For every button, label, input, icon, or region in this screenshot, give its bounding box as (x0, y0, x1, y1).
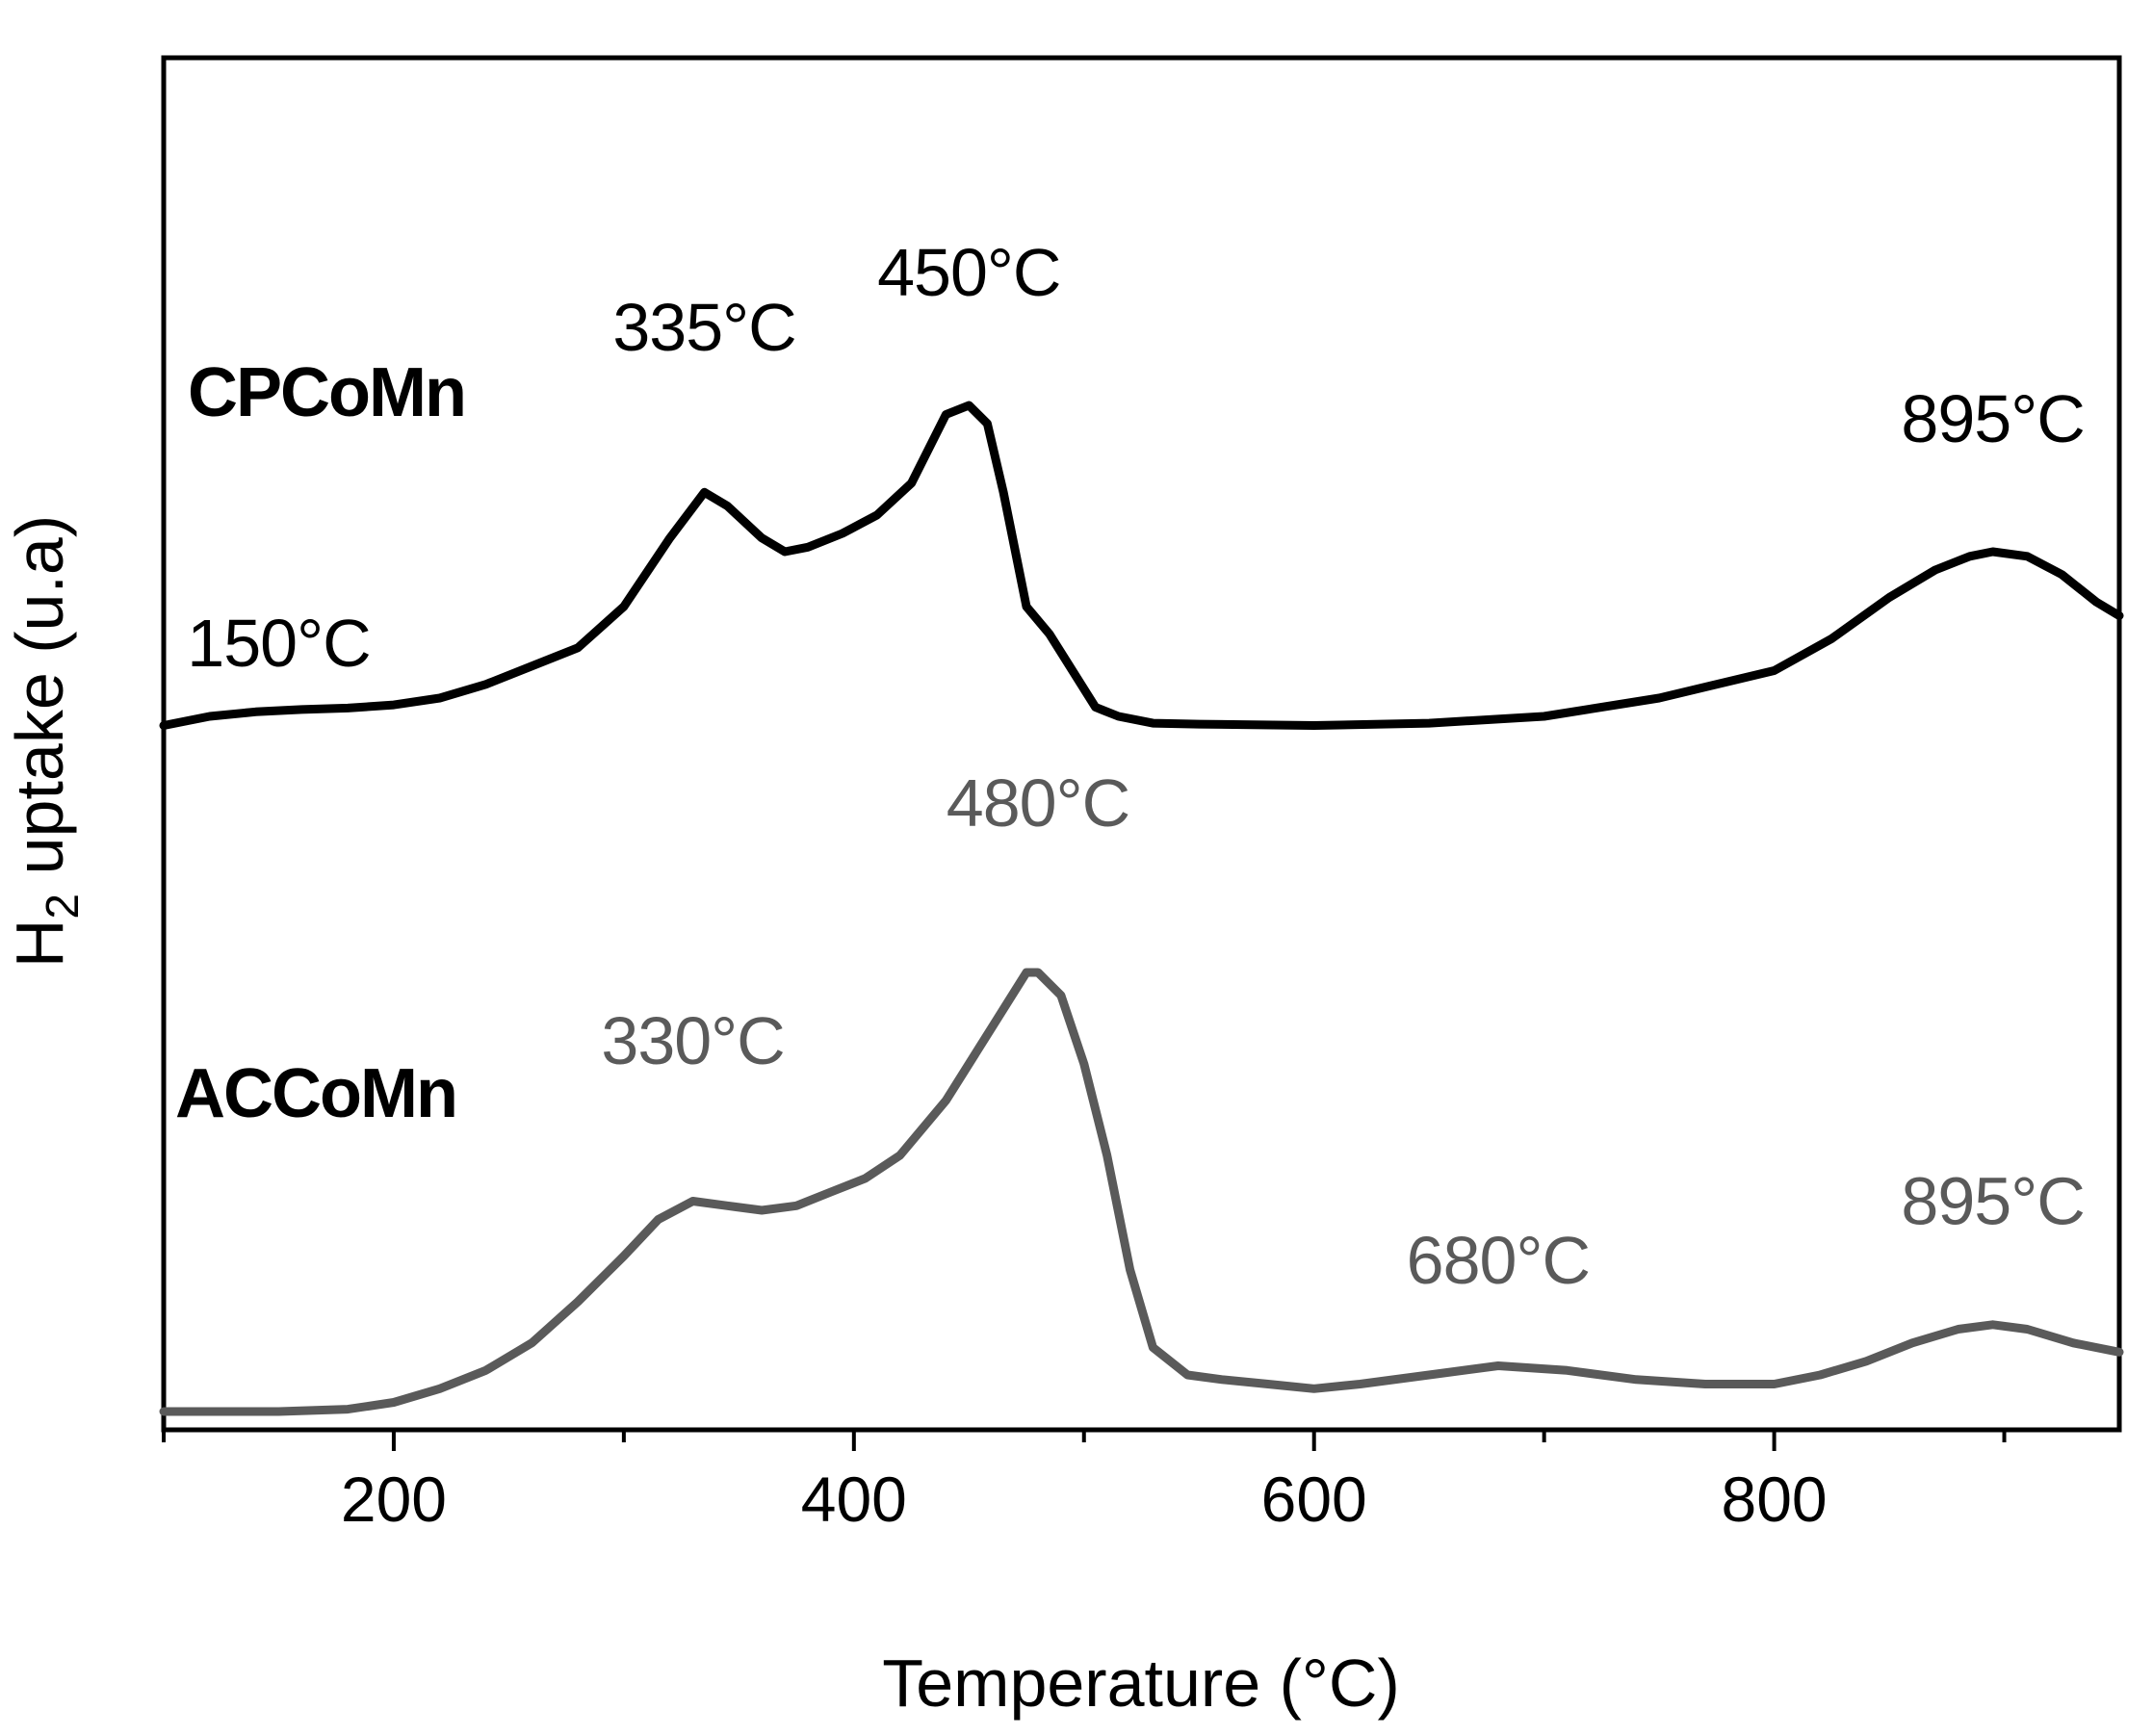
peak-annotation: 680°C (1407, 1223, 1590, 1298)
annotation-layer: 150°C 335°C 450°C 895°C 480°C 330°C 680°C 895°C (187, 235, 2085, 1298)
peak-annotation: 895°C (1901, 381, 2084, 456)
y-axis-label-sub: 2 (38, 894, 89, 920)
x-tick-label: 400 (801, 1464, 907, 1535)
series-layer (159, 401, 2124, 1416)
y-axis-label: H2 uptake (u.a) (2, 515, 89, 968)
peak-annotation: 330°C (601, 1003, 784, 1078)
peak-annotation: 335°C (612, 290, 795, 365)
x-tick-label: 600 (1261, 1464, 1367, 1535)
series-label-accomn: ACCoMn (175, 1055, 456, 1132)
peak-annotation: 150°C (187, 606, 370, 681)
peak-annotation: 450°C (877, 235, 1060, 310)
series-line-cpcomn (159, 401, 2124, 730)
peak-annotation: 895°C (1901, 1163, 2084, 1238)
plot-frame (161, 55, 2122, 1433)
x-axis-ticks: 200 400 600 800 (162, 1430, 2007, 1535)
peak-annotation: 480°C (947, 765, 1129, 841)
series-label-cpcomn: CPCoMn (188, 354, 465, 431)
x-tick-label: 800 (1722, 1464, 1828, 1535)
x-tick-label: 200 (341, 1464, 447, 1535)
y-axis-label-rest: uptake (u.a) (2, 515, 77, 894)
series-line-accomn (159, 968, 2124, 1416)
y-axis-label-main: H (2, 920, 77, 969)
x-axis-label: Temperature (°C) (882, 1645, 1400, 1721)
